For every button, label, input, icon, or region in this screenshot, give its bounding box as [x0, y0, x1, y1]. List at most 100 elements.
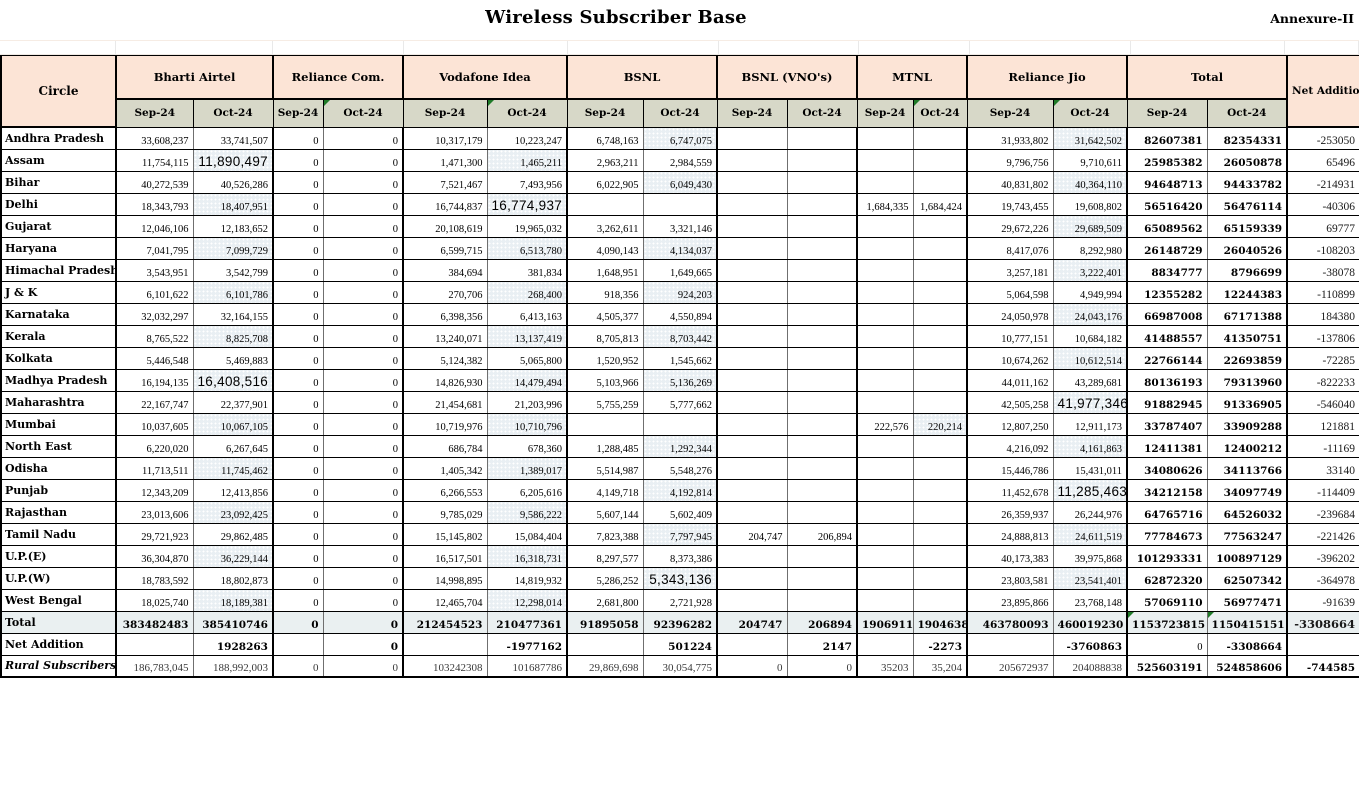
- data-cell: 1,288,485: [567, 435, 644, 458]
- data-cell: [273, 633, 324, 656]
- data-cell: 918,356: [567, 281, 644, 304]
- data-cell: [913, 259, 969, 282]
- data-cell: 8,292,980: [1053, 237, 1129, 260]
- data-cell: [643, 193, 718, 216]
- data-cell: 57069110: [1127, 589, 1208, 612]
- data-cell: [913, 523, 969, 546]
- data-cell: 0: [323, 501, 404, 524]
- data-cell: [857, 435, 914, 458]
- data-cell: 7,041,795: [116, 237, 194, 260]
- data-cell: 69777: [1287, 215, 1359, 238]
- data-cell: 16,408,516: [193, 369, 274, 392]
- data-cell: 20,108,619: [403, 215, 488, 238]
- data-cell: 14,479,494: [487, 369, 568, 392]
- data-cell: 29,672,226: [967, 215, 1054, 238]
- data-cell: [787, 281, 858, 304]
- data-cell: 6,101,622: [116, 281, 194, 304]
- data-cell: 3,543,951: [116, 259, 194, 282]
- data-cell: 460019230: [1053, 611, 1129, 634]
- data-cell: [857, 457, 914, 480]
- data-cell: -546040: [1287, 391, 1359, 414]
- data-cell: 36,229,144: [193, 545, 274, 568]
- data-cell: -221426: [1287, 523, 1359, 546]
- data-cell: [1287, 633, 1359, 656]
- data-cell: 5,514,987: [567, 457, 644, 480]
- row-label: Madhya Pradesh: [0, 369, 117, 392]
- data-cell: 212454523: [403, 611, 488, 634]
- data-cell: [717, 479, 788, 502]
- data-cell: 21,454,681: [403, 391, 488, 414]
- operator-header: Reliance Jio: [966, 54, 1129, 100]
- data-cell: 1904638: [913, 611, 969, 634]
- table-row: Karnataka 32,032,297 32,164,155 0 0 6,398,356…: [0, 303, 1359, 326]
- data-cell: 11,713,511: [116, 457, 194, 480]
- data-cell: 6,398,356: [403, 303, 488, 326]
- data-cell: 26,359,937: [967, 501, 1054, 524]
- data-cell: 5,064,598: [967, 281, 1054, 304]
- comment-indicator-icon: [324, 100, 330, 106]
- data-cell: 5,065,800: [487, 347, 568, 370]
- data-cell: 33909288: [1207, 413, 1289, 436]
- data-cell: 8796699: [1207, 259, 1289, 282]
- data-cell: 23,541,401: [1053, 567, 1129, 590]
- table-row: Kolkata 5,446,548 5,469,883 0 0 5,124,382 5,06…: [0, 347, 1359, 370]
- data-cell: 12,413,856: [193, 479, 274, 502]
- row-label: West Bengal: [0, 589, 117, 612]
- data-cell: 1,405,342: [403, 457, 488, 480]
- data-cell: 0: [323, 127, 404, 150]
- data-cell: 10,674,262: [967, 347, 1054, 370]
- data-cell: 16,318,731: [487, 545, 568, 568]
- data-cell: [787, 215, 858, 238]
- row-label: Assam: [0, 149, 117, 172]
- table-row: U.P.(W) 18,783,592 18,802,873 0 0 14,998,895 1…: [0, 567, 1359, 590]
- data-cell: 40,272,539: [116, 171, 194, 194]
- data-cell: 1928263: [193, 633, 274, 656]
- data-cell: 32,164,155: [193, 303, 274, 326]
- data-cell: 2,984,559: [643, 149, 718, 172]
- data-cell: [717, 369, 788, 392]
- data-cell: 4,161,863: [1053, 435, 1129, 458]
- data-cell: [967, 633, 1054, 656]
- data-cell: 4,134,037: [643, 237, 718, 260]
- data-cell: 33787407: [1127, 413, 1208, 436]
- data-cell: 64526032: [1207, 501, 1289, 524]
- data-cell: [857, 149, 914, 172]
- data-cell: 9,710,611: [1053, 149, 1129, 172]
- data-cell: 24,043,176: [1053, 303, 1129, 326]
- gridline-cell: [970, 41, 1131, 55]
- data-cell: 77563247: [1207, 523, 1289, 546]
- data-cell: -91639: [1287, 589, 1359, 612]
- data-cell: 6,748,163: [567, 127, 644, 150]
- title-bar: Wireless Subscriber Base Annexure-II: [0, 0, 1359, 40]
- row-label: Himachal Pradesh: [0, 259, 117, 282]
- data-cell: 1,684,335: [857, 193, 914, 216]
- data-cell: 8,297,577: [567, 545, 644, 568]
- data-cell: -38078: [1287, 259, 1359, 282]
- data-cell: 56977471: [1207, 589, 1289, 612]
- data-cell: [787, 413, 858, 436]
- data-cell: [717, 215, 788, 238]
- data-cell: [116, 633, 194, 656]
- data-cell: 34080626: [1127, 457, 1208, 480]
- gridline-cell: [403, 41, 569, 55]
- data-cell: -108203: [1287, 237, 1359, 260]
- data-cell: [717, 281, 788, 304]
- table-row: Kerala 8,765,522 8,825,708 0 0 13,240,071 13,1…: [0, 325, 1359, 348]
- data-cell: [857, 501, 914, 524]
- data-cell: [857, 347, 914, 370]
- data-cell: 5,469,883: [193, 347, 274, 370]
- row-label: Kerala: [0, 325, 117, 348]
- data-cell: 4,505,377: [567, 303, 644, 326]
- data-cell: 5,548,276: [643, 457, 718, 480]
- table-row: J & K 6,101,622 6,101,786 0 0 270,706 268,400 9…: [0, 281, 1359, 304]
- data-cell: 1,648,951: [567, 259, 644, 282]
- data-cell: 23,803,581: [967, 567, 1054, 590]
- data-cell: 43,289,681: [1053, 369, 1129, 392]
- data-cell: 204088838: [1053, 655, 1129, 678]
- data-cell: 6,022,905: [567, 171, 644, 194]
- data-cell: 18,407,951: [193, 193, 274, 216]
- data-cell: 686,784: [403, 435, 488, 458]
- data-cell: [913, 215, 969, 238]
- data-cell: 16,744,837: [403, 193, 488, 216]
- data-cell: 2,681,800: [567, 589, 644, 612]
